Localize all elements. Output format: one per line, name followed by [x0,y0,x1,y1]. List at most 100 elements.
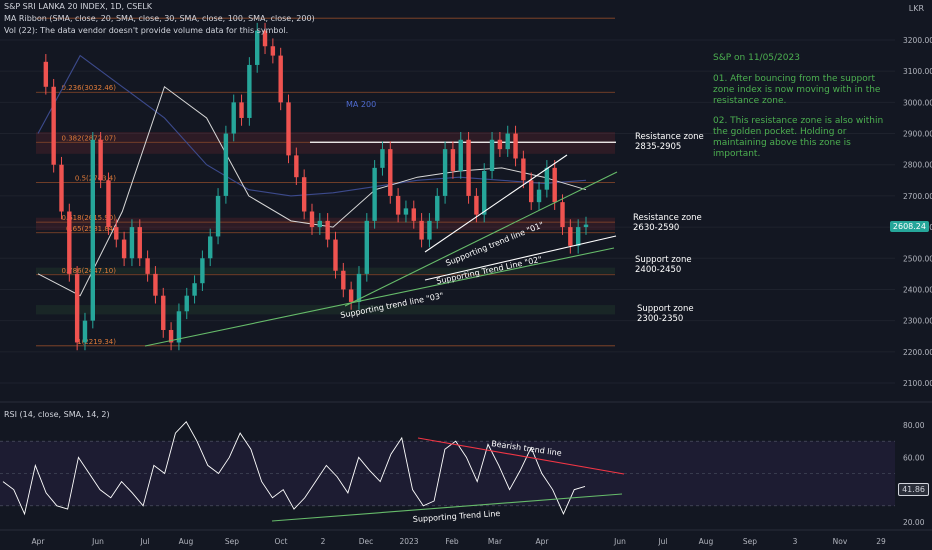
rsi-legend[interactable]: RSI (14, close, SMA, 14, 2) [4,410,110,419]
candle-body [59,164,64,212]
fib-label: 0.382(2872.07) [62,134,117,142]
candle-body [505,133,510,150]
candle-body [560,202,565,228]
rsi-line [2,421,586,516]
candle-body [450,149,456,171]
candle-body [192,283,197,296]
candle-body [333,239,338,271]
candle-body [168,329,174,343]
candle-body [67,211,72,274]
candle-body [255,30,260,65]
rsi-support-label: Supporting Trend Line [413,509,501,524]
zone-band [36,131,615,154]
time-tick-label: Feb [445,537,459,546]
price-tick-label: 2200.00 [903,348,932,357]
candle-body [90,139,95,321]
candle-body [529,180,534,203]
time-tick-label: Apr [536,537,550,546]
candle-body [153,273,158,296]
candle-body [106,180,111,228]
candle-body [98,139,103,181]
candle-body [223,133,229,196]
candle-body [575,227,581,246]
candle-body [325,220,330,240]
time-tick-label: Mar [488,537,503,546]
candle-body [521,158,526,181]
candle-body [145,258,150,274]
candle-body [184,295,189,312]
candle-body [278,55,283,103]
candle-body [419,220,424,240]
candle-body [474,195,479,215]
fib-label: 0.786(2447.10) [62,267,117,275]
rsi-tick-label: 60.00 [903,453,925,462]
symbol-legend[interactable]: S&P SRI LANKA 20 INDEX, 1D, CSELK [4,2,153,11]
candle-body [552,167,557,203]
time-tick-label: 3 [793,537,798,546]
candle-body [239,102,244,118]
candle-body [458,139,463,171]
candle-body [247,64,252,118]
time-tick-label: Sep [743,537,757,546]
candle-body [364,220,369,274]
time-tick-label: Aug [179,537,194,546]
trend-line-03 [144,247,615,347]
fib-label: 0.236(3032.46) [62,84,117,92]
fib-label: 0.5(2743.4) [75,174,116,182]
candle-body [395,195,401,215]
candle-body [341,270,346,290]
candle-body [301,177,307,212]
price-tick-label: 3200.00 [903,36,932,45]
zone-band [36,305,615,315]
time-tick-label: Jun [91,537,104,546]
candle-body [121,239,127,259]
candle-body [215,195,221,237]
candle-body [411,208,416,221]
candle-body [317,220,323,228]
zone-range: 2400-2450 [635,265,682,275]
price-tick-label: 3000.00 [903,98,932,107]
price-tick-label: 2700.00 [903,192,932,201]
price-tick-label: 2900.00 [903,130,932,139]
candle-body [82,320,88,343]
price-tick-label: 2400.00 [903,285,932,294]
candle-body [161,295,166,330]
candle-body [544,167,550,190]
trend-line-long [344,171,618,307]
candle-body [348,289,354,302]
candle-body [583,224,589,228]
time-tick-label: Jul [139,537,149,546]
candle-body [482,170,487,215]
rsi-value-badge: 41.86 [898,483,929,496]
candle-body [356,273,362,302]
candle-body [489,139,495,171]
zone-label-resistance-1: Resistance zone 2835-2905 [635,132,704,152]
candle-body [372,167,377,221]
time-tick-label: 2023 [399,537,418,546]
zone-range: 2300-2350 [637,314,684,324]
candle-body [262,30,268,47]
time-tick-label: Apr [32,537,46,546]
candle-body [270,46,276,56]
candle-body [309,211,315,228]
note-point-1: 01. After bouncing from the support zone… [713,74,881,106]
trend-line-01 [424,154,568,253]
candle-body [427,220,432,240]
candle-body [231,102,236,134]
price-tick-label: 2100.00 [903,379,932,388]
time-tick-label: 2 [321,537,326,546]
candle-body [513,133,518,159]
volume-legend[interactable]: Vol (22): The data vendor doesn't provid… [4,26,289,35]
candle-body [466,139,471,196]
zone-label-support-2: Support zone 2300-2350 [637,304,694,324]
current-price-badge: 2608.24 [889,221,929,232]
zone-label-resistance-2: Resistance zone 2630-2590 [633,213,702,233]
candle-body [51,86,56,165]
candle-body [380,149,385,168]
ma200-label: MA 200 [346,100,376,109]
note-point-2: 02. This resistance zone is also within … [713,116,884,159]
candle-body [137,227,142,259]
time-tick-label: 29 [876,537,886,546]
ma-ribbon-legend[interactable]: MA Ribbon (SMA, close, 20, SMA, close, 3… [4,14,315,23]
zone-name: Resistance zone [633,213,702,223]
